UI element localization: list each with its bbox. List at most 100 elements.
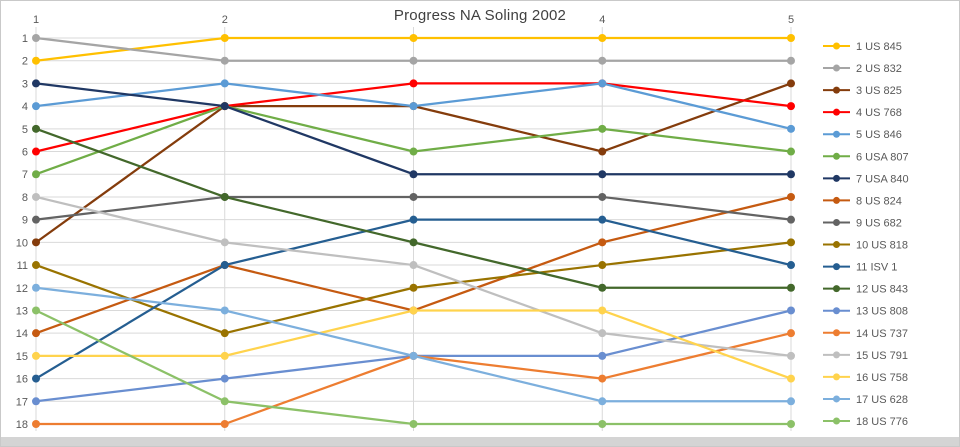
data-point-5-US-846-race-1 bbox=[32, 102, 40, 111]
data-point-18-US-776-race-4 bbox=[598, 420, 607, 428]
data-point-5-US-846-race-2 bbox=[220, 79, 229, 88]
data-point-6-USA-807-race-1 bbox=[32, 170, 40, 179]
data-point-6-USA-807-race-4 bbox=[598, 124, 607, 133]
legend-marker-dot-11-ISV-1 bbox=[833, 263, 840, 271]
y-axis-label-7: 7 bbox=[22, 169, 28, 181]
legend-label-3-US-825: 3 US 825 bbox=[856, 85, 902, 97]
bottom-gray-strip bbox=[1, 437, 959, 446]
data-point-14-US-737-race-5 bbox=[787, 329, 795, 338]
data-point-12-US-843-race-3 bbox=[409, 238, 418, 247]
legend-label-1-US-845: 1 US 845 bbox=[856, 41, 902, 53]
legend-label-7-USA-840: 7 USA 840 bbox=[856, 173, 909, 185]
data-point-4-US-768-race-1 bbox=[32, 147, 40, 156]
data-point-14-US-737-race-2 bbox=[220, 420, 229, 428]
legend-label-11-ISV-1: 11 ISV 1 bbox=[856, 262, 897, 274]
data-point-9-US-682-race-4 bbox=[598, 192, 607, 201]
data-point-12-US-843-race-4 bbox=[598, 283, 607, 292]
y-axis-label-6: 6 bbox=[22, 147, 28, 159]
legend-marker-dot-17-US-628 bbox=[833, 395, 840, 403]
data-point-13-US-808-race-2 bbox=[220, 374, 229, 383]
legend-marker-dot-5-US-846 bbox=[833, 130, 840, 138]
data-point-7-USA-840-race-2 bbox=[220, 102, 229, 111]
legend-label-14-US-737: 14 US 737 bbox=[856, 328, 908, 340]
data-point-13-US-808-race-5 bbox=[787, 306, 795, 315]
y-axis-label-13: 13 bbox=[16, 305, 28, 317]
data-point-8-US-824-race-4 bbox=[598, 238, 607, 247]
data-point-13-US-808-race-1 bbox=[32, 397, 40, 406]
y-axis-label-10: 10 bbox=[16, 237, 28, 249]
data-point-11-ISV-1-race-3 bbox=[409, 215, 418, 224]
data-point-2-US-832-race-1 bbox=[32, 34, 40, 42]
y-axis-label-12: 12 bbox=[16, 283, 28, 295]
data-point-17-US-628-race-2 bbox=[220, 306, 229, 315]
data-point-10-US-818-race-1 bbox=[32, 261, 40, 270]
data-point-12-US-843-race-1 bbox=[32, 124, 40, 133]
data-point-16-US-758-race-5 bbox=[787, 374, 795, 383]
data-point-15-US-791-race-4 bbox=[598, 329, 607, 338]
legend-label-2-US-832: 2 US 832 bbox=[856, 63, 902, 75]
data-point-2-US-832-race-5 bbox=[787, 56, 795, 65]
data-point-7-USA-840-race-3 bbox=[409, 170, 418, 179]
legend-marker-dot-12-US-843 bbox=[833, 285, 840, 293]
legend-label-4-US-768: 4 US 768 bbox=[856, 107, 902, 119]
legend-label-13-US-808: 13 US 808 bbox=[856, 306, 908, 318]
data-point-5-US-846-race-4 bbox=[598, 79, 607, 88]
data-point-2-US-832-race-3 bbox=[409, 56, 418, 65]
data-point-1-US-845-race-4 bbox=[598, 34, 607, 42]
y-axis-label-3: 3 bbox=[22, 78, 28, 90]
data-point-16-US-758-race-1 bbox=[32, 351, 40, 360]
chart-title: Progress NA Soling 2002 bbox=[393, 7, 567, 24]
data-point-3-US-825-race-5 bbox=[787, 79, 795, 88]
x-axis-label-5: 5 bbox=[788, 14, 794, 26]
legend-marker-dot-18-US-776 bbox=[833, 417, 840, 425]
y-axis-label-17: 17 bbox=[16, 396, 28, 408]
data-point-1-US-845-race-3 bbox=[409, 34, 418, 42]
data-point-10-US-818-race-2 bbox=[220, 329, 229, 338]
data-point-18-US-776-race-3 bbox=[409, 420, 418, 428]
data-point-14-US-737-race-1 bbox=[32, 420, 40, 428]
data-point-13-US-808-race-4 bbox=[598, 351, 607, 360]
legend-marker-dot-10-US-818 bbox=[833, 241, 840, 249]
legend-marker-dot-1-US-845 bbox=[833, 42, 840, 50]
data-point-9-US-682-race-1 bbox=[32, 215, 40, 224]
data-point-11-ISV-1-race-5 bbox=[787, 261, 795, 270]
data-point-4-US-768-race-5 bbox=[787, 102, 795, 111]
y-axis-label-18: 18 bbox=[16, 419, 28, 431]
data-point-3-US-825-race-4 bbox=[598, 147, 607, 156]
legend-marker-dot-7-USA-840 bbox=[833, 174, 840, 182]
data-point-11-ISV-1-race-2 bbox=[220, 261, 229, 270]
data-point-1-US-845-race-2 bbox=[220, 34, 229, 42]
x-axis-label-2: 2 bbox=[222, 14, 228, 26]
x-axis-label-1: 1 bbox=[33, 14, 39, 26]
legend-marker-dot-4-US-768 bbox=[833, 108, 840, 116]
data-point-18-US-776-race-2 bbox=[220, 397, 229, 406]
legend-label-9-US-682: 9 US 682 bbox=[856, 217, 902, 229]
data-point-1-US-845-race-5 bbox=[787, 34, 795, 42]
y-axis-label-14: 14 bbox=[16, 328, 28, 340]
legend-marker-dot-14-US-737 bbox=[833, 329, 840, 337]
data-point-15-US-791-race-1 bbox=[32, 192, 40, 201]
y-axis-label-2: 2 bbox=[22, 56, 28, 68]
legend-label-8-US-824: 8 US 824 bbox=[856, 195, 902, 207]
legend-marker-dot-3-US-825 bbox=[833, 86, 840, 94]
data-point-15-US-791-race-5 bbox=[787, 351, 795, 360]
legend-label-12-US-843: 12 US 843 bbox=[856, 284, 908, 296]
data-point-2-US-832-race-2 bbox=[220, 56, 229, 65]
data-point-18-US-776-race-5 bbox=[787, 420, 795, 428]
legend-marker-dot-6-USA-807 bbox=[833, 152, 840, 160]
data-point-15-US-791-race-2 bbox=[220, 238, 229, 247]
data-point-2-US-832-race-4 bbox=[598, 56, 607, 65]
data-point-7-USA-840-race-4 bbox=[598, 170, 607, 179]
data-point-12-US-843-race-2 bbox=[220, 192, 229, 201]
data-point-10-US-818-race-4 bbox=[598, 261, 607, 270]
data-point-7-USA-840-race-1 bbox=[32, 79, 40, 88]
data-point-5-US-846-race-5 bbox=[787, 124, 795, 133]
data-point-4-US-768-race-3 bbox=[409, 79, 418, 88]
legend-label-10-US-818: 10 US 818 bbox=[856, 240, 908, 252]
y-axis-label-1: 1 bbox=[22, 33, 28, 45]
y-axis-label-8: 8 bbox=[22, 192, 28, 204]
data-point-9-US-682-race-5 bbox=[787, 215, 795, 224]
x-axis-label-4: 4 bbox=[599, 14, 605, 26]
